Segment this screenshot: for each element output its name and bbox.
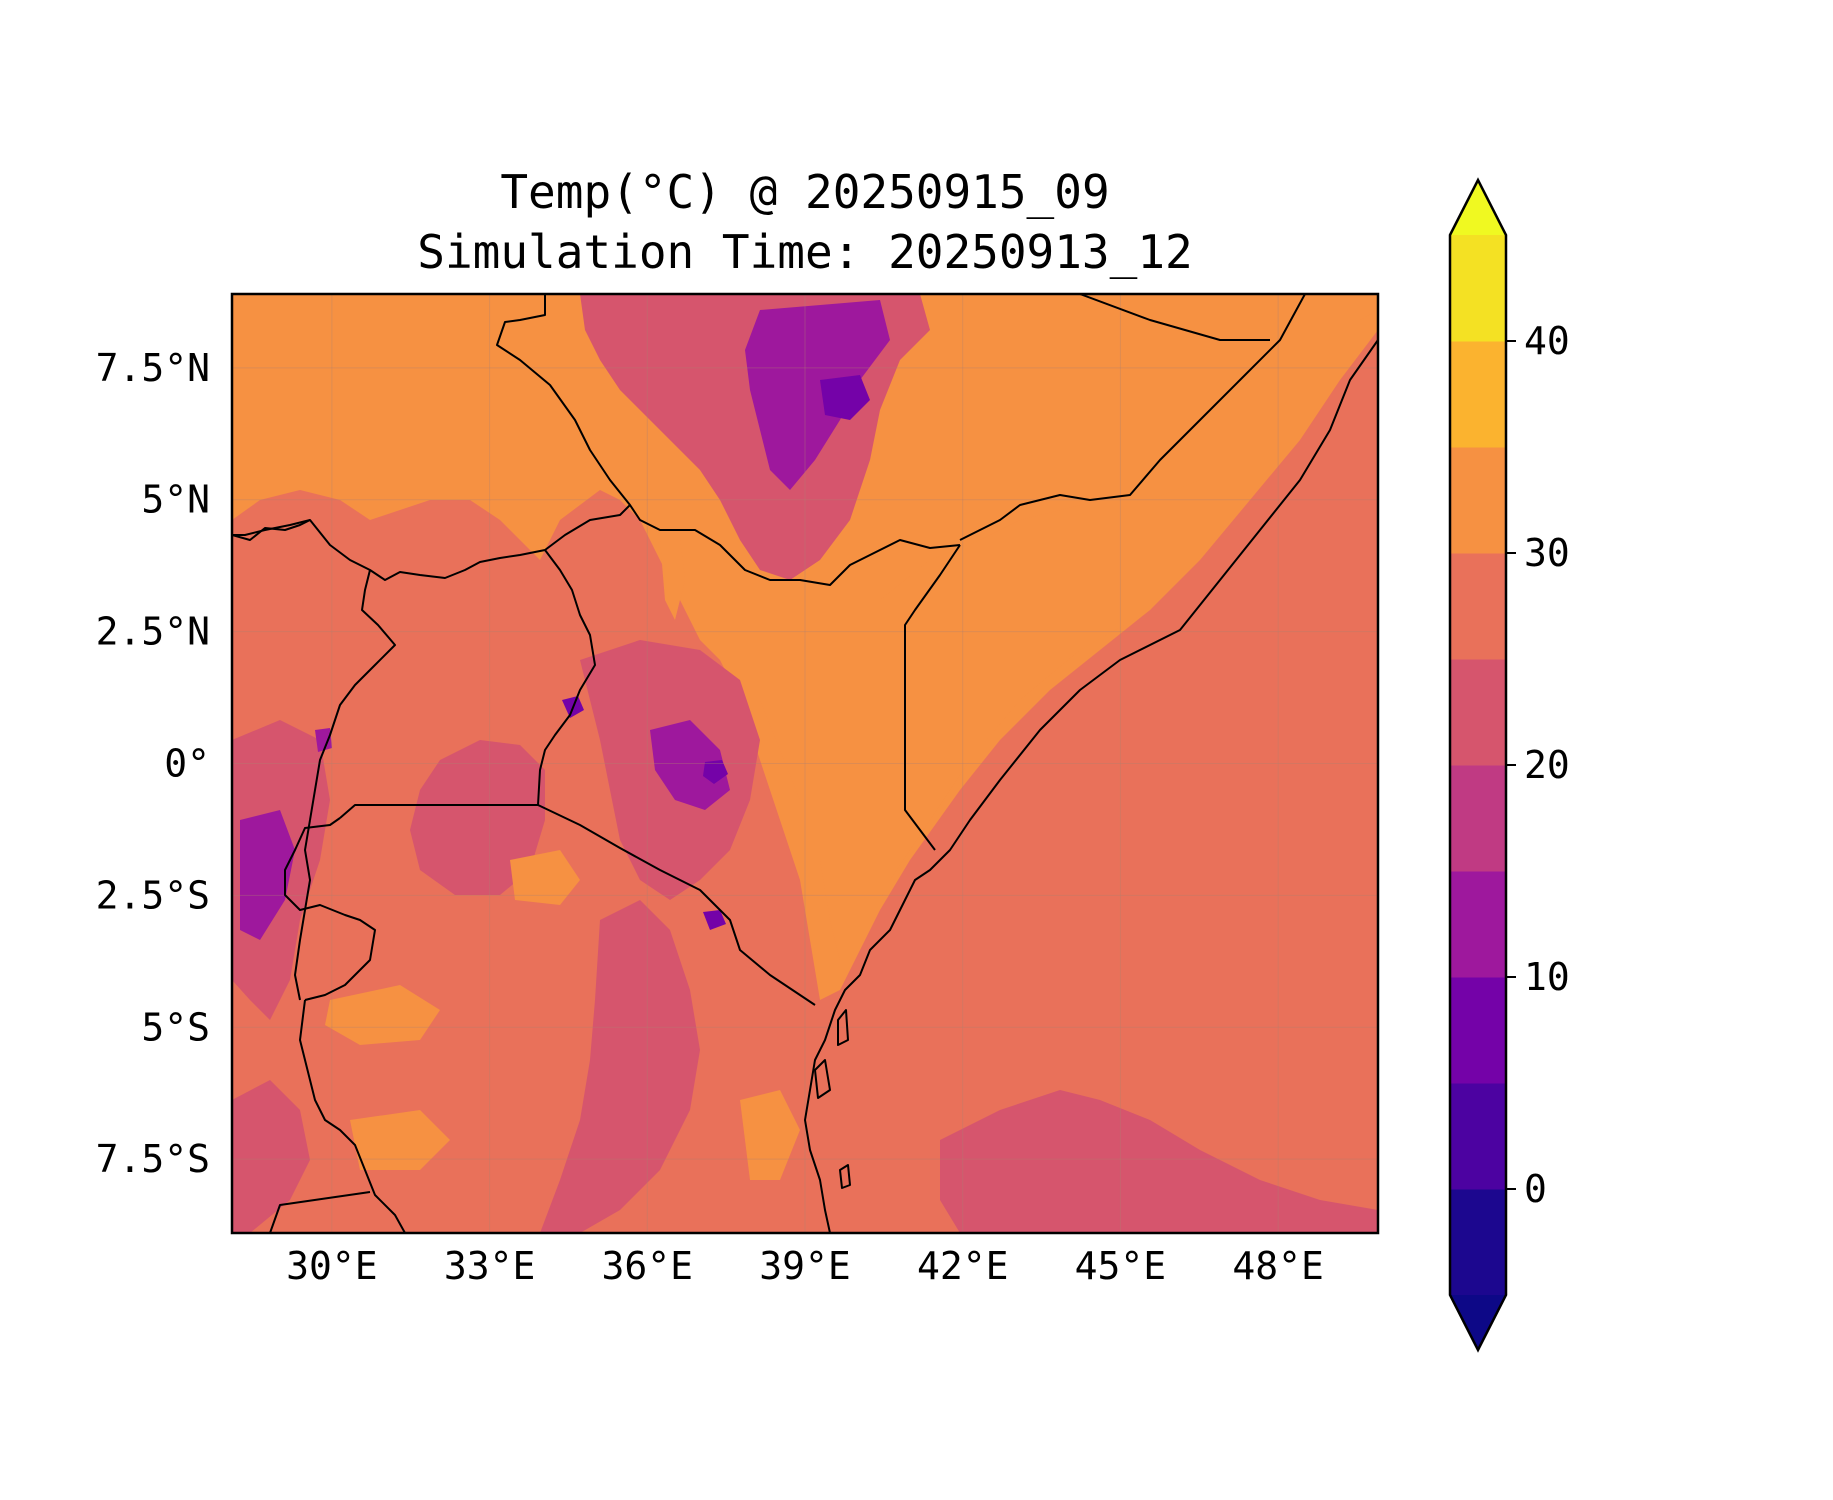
highlands-kenya-core <box>650 720 730 810</box>
tanzania-warm-patch-1 <box>510 850 580 905</box>
x-axis-ticks: 30°E 33°E 36°E 39°E 42°E 45°E 48°E <box>286 1244 1324 1288</box>
figure-title: Temp(°C) @ 20250915_09 <box>500 165 1109 219</box>
y-tick-label: 7.5°S <box>96 1137 210 1181</box>
lake-turkana-warm <box>660 540 685 620</box>
colorbar <box>1448 177 1508 1353</box>
colorbar-segment <box>1450 659 1506 766</box>
y-tick-label: 0° <box>164 742 210 786</box>
colorbar-tick-label: 40 <box>1524 319 1570 363</box>
border-ethiopia-north <box>1079 294 1270 341</box>
x-tick-label: 42°E <box>917 1244 1009 1288</box>
sw-cool-patch <box>232 1080 310 1233</box>
x-tick-label: 36°E <box>602 1244 694 1288</box>
colorbar-tick-label: 20 <box>1524 743 1570 787</box>
border-drc-west <box>294 819 311 1001</box>
colorbar-segment <box>1450 765 1506 872</box>
island-pemba <box>837 1009 849 1046</box>
colorbar-segment <box>1450 1189 1506 1296</box>
colorbar-outline <box>1448 177 1508 1353</box>
x-tick-label: 30°E <box>286 1244 378 1288</box>
colorbar-tick-label: 0 <box>1524 1167 1547 1211</box>
colorbar-segment <box>1450 447 1506 554</box>
border-kenya-tanzania <box>537 804 816 1006</box>
colorbar-segment <box>1450 341 1506 448</box>
peak-kilimanjaro <box>703 910 726 930</box>
y-tick-label: 7.5°N <box>96 346 210 390</box>
border-uganda-kenya <box>537 549 596 806</box>
colorbar-segment <box>1450 977 1506 1084</box>
border-kenya-somalia <box>904 544 961 851</box>
tanzania-warm-patch-2 <box>325 985 440 1045</box>
colorbar-segment <box>1450 235 1506 342</box>
tanzania-highlands <box>540 900 700 1233</box>
border-uganda-tanzania <box>339 804 538 819</box>
colorbar-extend-over <box>1450 180 1506 235</box>
border-south-sudan <box>232 294 631 581</box>
border-tanzania-west <box>299 999 406 1233</box>
western-rift-core <box>240 810 295 940</box>
border-somalia-ethiopia <box>959 294 1306 541</box>
colorbar-segment <box>1450 553 1506 660</box>
border-rwanda-burundi <box>284 817 376 1001</box>
colorbar-ticks: 0 10 20 30 40 <box>1506 319 1570 1211</box>
x-tick-label: 45°E <box>1075 1244 1167 1288</box>
colorbar-extend-under <box>1450 1295 1506 1350</box>
hot-region-east <box>760 310 1378 960</box>
border-kenya-ethiopia <box>629 504 961 586</box>
coastline-east-africa <box>804 339 1378 1233</box>
tanzania-warm-patch-3 <box>350 1110 450 1170</box>
rwenzori-peak <box>315 728 332 752</box>
colorbar-segment <box>1450 1083 1506 1190</box>
country-borders <box>232 294 1378 1233</box>
colorbar-tick-label: 30 <box>1524 531 1570 575</box>
border-uganda-drc <box>309 569 396 821</box>
y-tick-label: 2.5°N <box>96 610 210 654</box>
highlands-peak-north <box>820 375 870 420</box>
island-zanzibar <box>814 1059 831 1099</box>
border-car-sudan <box>232 519 311 541</box>
highlands-ethiopia-core <box>745 300 890 490</box>
lake-region <box>410 740 545 895</box>
x-tick-label: 39°E <box>759 1244 851 1288</box>
tanzania-warm-patch-4 <box>740 1090 800 1180</box>
map-gridlines <box>232 294 1378 1233</box>
peak-mount-kenya <box>703 760 728 784</box>
colorbar-segment <box>1450 871 1506 978</box>
figure-subtitle: Simulation Time: 20250913_12 <box>417 225 1192 279</box>
x-tick-label: 33°E <box>444 1244 536 1288</box>
island-mafia <box>839 1164 851 1189</box>
y-tick-label: 5°N <box>141 478 210 522</box>
colorbar-tick-label: 10 <box>1524 955 1570 999</box>
ocean-cool-band <box>940 1090 1378 1233</box>
y-tick-label: 5°S <box>141 1005 210 1049</box>
x-tick-label: 48°E <box>1232 1244 1324 1288</box>
border-zambia <box>269 1191 371 1233</box>
y-axis-ticks: 7.5°N 5°N 2.5°N 0° 2.5°S 5°S 7.5°S <box>96 346 210 1181</box>
y-tick-label: 2.5°S <box>96 873 210 917</box>
temperature-map <box>232 294 1378 1233</box>
map-frame <box>230 292 1380 1235</box>
